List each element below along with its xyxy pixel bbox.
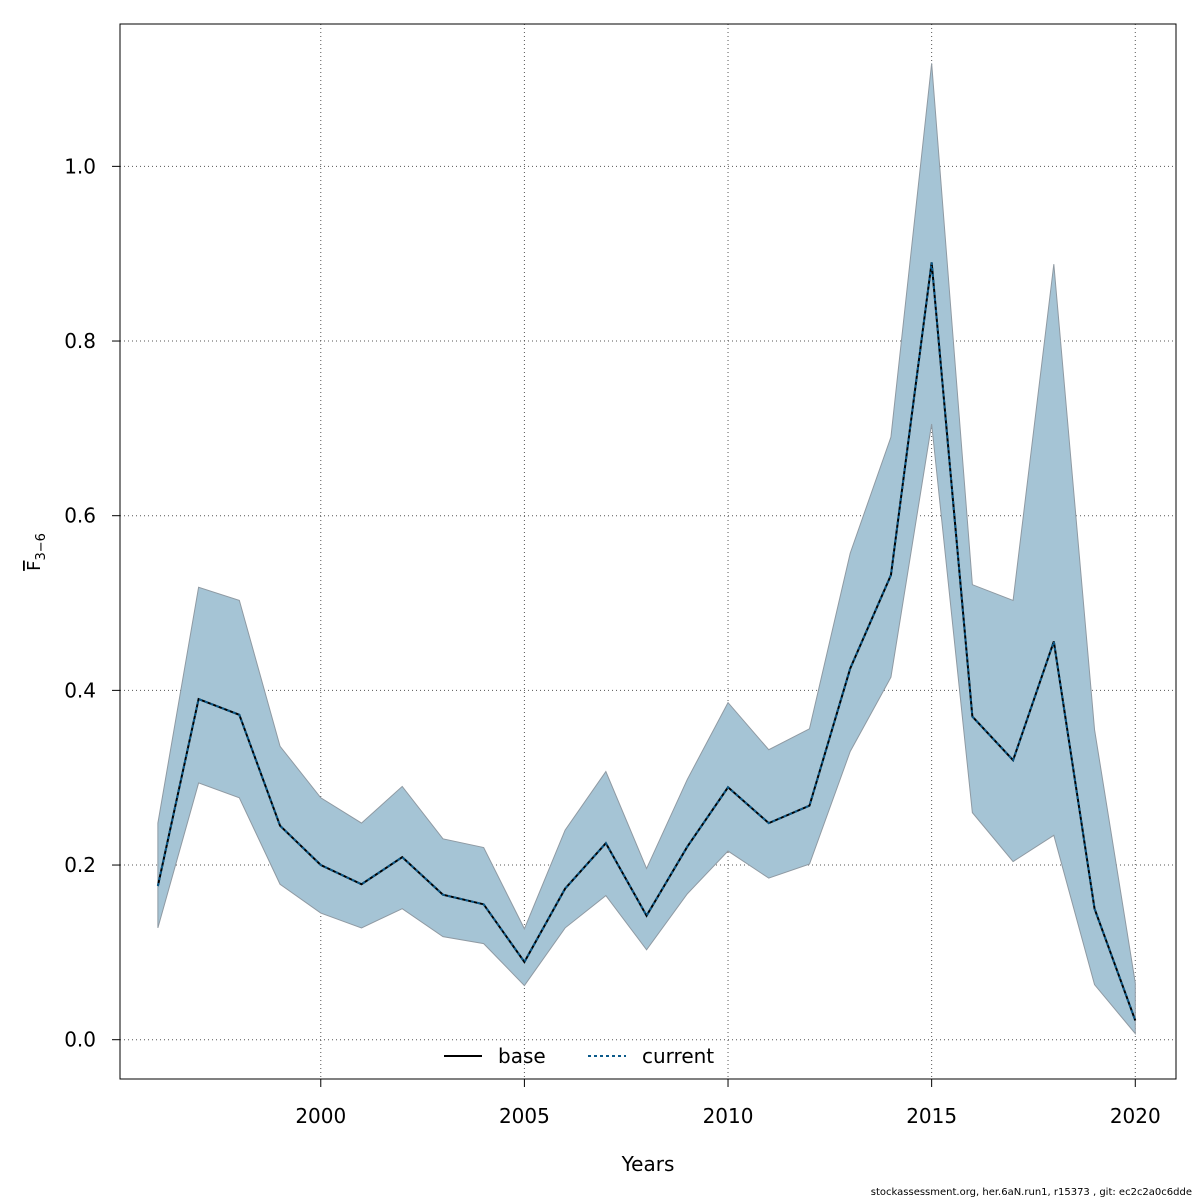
y-tick-label: 1.0: [64, 154, 96, 178]
x-tick-label: 2020: [1110, 1104, 1161, 1128]
series-lines: [156, 262, 1137, 1021]
y-tick-label: 0.8: [64, 329, 96, 353]
confidence-band-area: [157, 63, 1136, 1035]
x-tick-label: 2000: [295, 1104, 346, 1128]
y-tick-label: 0.2: [64, 853, 96, 877]
y-axis: 0.0 0.2 0.4 0.6 0.8 1.0: [64, 154, 120, 1052]
x-axis: 2000 2005 2010 2015 2020: [295, 1079, 1161, 1128]
series-line-current: [156, 262, 1137, 1021]
confidence-band: [157, 63, 1136, 1035]
y-axis-label: F3−6: [24, 533, 49, 571]
legend-current-label: current: [642, 1044, 714, 1068]
x-tick-label: 2015: [906, 1104, 957, 1128]
x-axis-label: Years: [621, 1152, 675, 1176]
y-axis-label-main: F: [24, 561, 45, 571]
x-tick-label: 2005: [499, 1104, 550, 1128]
y-axis-label-sub: 3−6: [34, 533, 49, 560]
svg-text:F3−6: F3−6: [24, 533, 49, 571]
legend: base current: [444, 1044, 714, 1068]
y-tick-label: 0.4: [64, 678, 96, 702]
legend-base-label: base: [498, 1044, 546, 1068]
y-tick-label: 0.6: [64, 504, 96, 528]
y-tick-label: 0.0: [64, 1028, 96, 1052]
x-tick-label: 2010: [703, 1104, 754, 1128]
footer-credit: stockassessment.org, her.6aN.run1, r1537…: [870, 1187, 1192, 1198]
plot-frame: [119, 23, 1177, 1080]
